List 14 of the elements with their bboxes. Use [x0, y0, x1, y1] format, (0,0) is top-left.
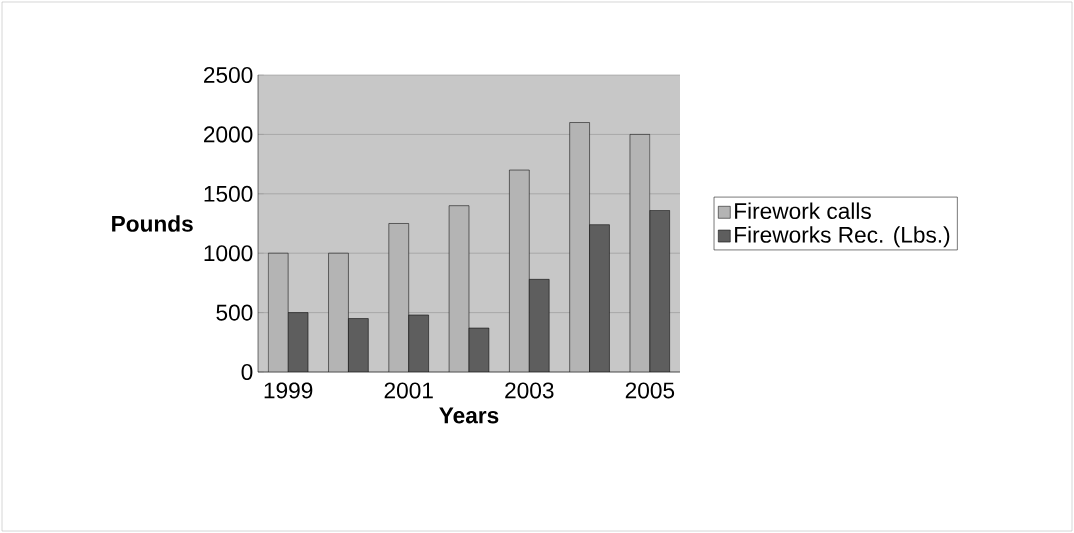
x-tick-label: 1999: [264, 382, 313, 399]
y-tick-label: 2000: [204, 126, 253, 143]
x-tick-label: 2001: [384, 382, 433, 399]
legend-label: Firework calls: [735, 202, 871, 220]
legend-label: Fireworks Rec. (Lbs.): [735, 226, 950, 248]
y-tick-label: 500: [216, 304, 253, 321]
x-axis-title: Years: [439, 407, 499, 424]
y-tick-label: 1000: [204, 245, 253, 262]
y-tick-label: 0: [241, 363, 253, 381]
y-tick-label: 1500: [204, 185, 253, 202]
y-axis-title: Pounds: [112, 215, 193, 232]
x-tick-label: 2005: [625, 382, 675, 399]
y-tick-label: 2500: [204, 66, 253, 84]
x-tick-label: 2003: [505, 382, 554, 399]
